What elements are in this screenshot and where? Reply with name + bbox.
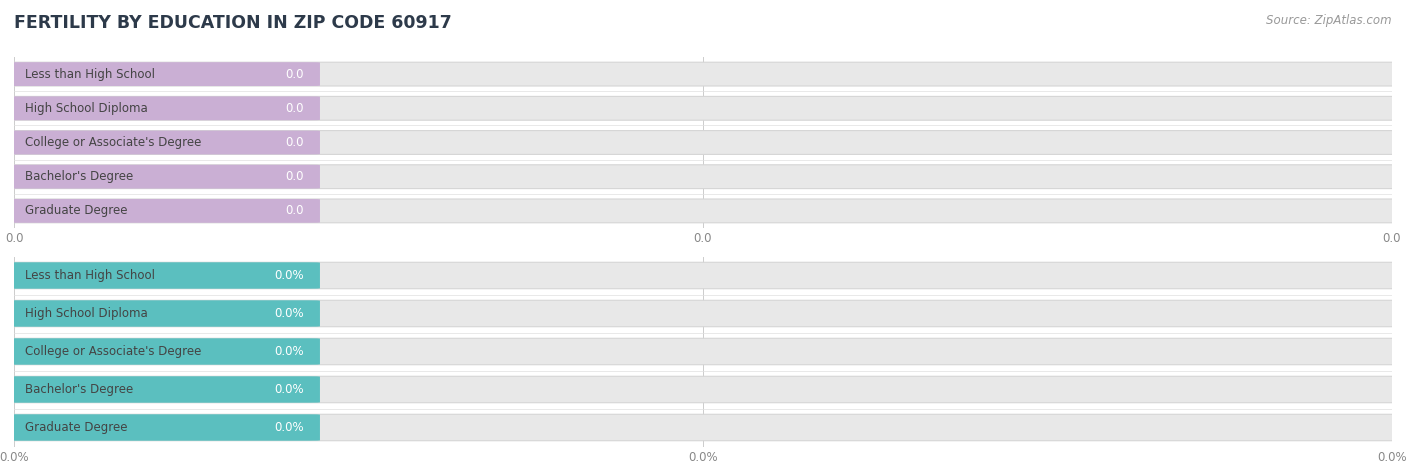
Text: Source: ZipAtlas.com: Source: ZipAtlas.com <box>1267 14 1392 27</box>
FancyBboxPatch shape <box>4 96 321 120</box>
FancyBboxPatch shape <box>4 414 321 441</box>
Text: 0.0%: 0.0% <box>274 383 304 396</box>
Text: College or Associate's Degree: College or Associate's Degree <box>25 345 201 358</box>
Text: High School Diploma: High School Diploma <box>25 307 148 320</box>
Text: 0.0%: 0.0% <box>274 345 304 358</box>
FancyBboxPatch shape <box>4 131 321 154</box>
Text: College or Associate's Degree: College or Associate's Degree <box>25 136 201 149</box>
FancyBboxPatch shape <box>4 62 1402 86</box>
Text: 0.0%: 0.0% <box>274 269 304 282</box>
Text: Graduate Degree: Graduate Degree <box>25 204 128 218</box>
Text: 0.0: 0.0 <box>285 204 304 218</box>
FancyBboxPatch shape <box>4 414 1402 441</box>
Text: Bachelor's Degree: Bachelor's Degree <box>25 170 134 183</box>
Text: 0.0: 0.0 <box>285 136 304 149</box>
FancyBboxPatch shape <box>4 338 321 365</box>
FancyBboxPatch shape <box>4 376 321 403</box>
FancyBboxPatch shape <box>4 376 1402 403</box>
FancyBboxPatch shape <box>4 262 1402 289</box>
FancyBboxPatch shape <box>4 131 1402 154</box>
FancyBboxPatch shape <box>4 338 1402 365</box>
FancyBboxPatch shape <box>4 300 1402 327</box>
FancyBboxPatch shape <box>4 300 321 327</box>
Text: 0.0: 0.0 <box>285 67 304 81</box>
Text: High School Diploma: High School Diploma <box>25 102 148 115</box>
Text: Less than High School: Less than High School <box>25 269 155 282</box>
FancyBboxPatch shape <box>4 62 321 86</box>
FancyBboxPatch shape <box>4 199 1402 223</box>
FancyBboxPatch shape <box>4 96 1402 120</box>
Text: Graduate Degree: Graduate Degree <box>25 421 128 434</box>
FancyBboxPatch shape <box>4 262 321 289</box>
Text: Less than High School: Less than High School <box>25 67 155 81</box>
FancyBboxPatch shape <box>4 165 321 189</box>
Text: 0.0%: 0.0% <box>274 307 304 320</box>
Text: 0.0: 0.0 <box>285 170 304 183</box>
Text: FERTILITY BY EDUCATION IN ZIP CODE 60917: FERTILITY BY EDUCATION IN ZIP CODE 60917 <box>14 14 451 32</box>
FancyBboxPatch shape <box>4 165 1402 189</box>
FancyBboxPatch shape <box>4 199 321 223</box>
Text: Bachelor's Degree: Bachelor's Degree <box>25 383 134 396</box>
Text: 0.0: 0.0 <box>285 102 304 115</box>
Text: 0.0%: 0.0% <box>274 421 304 434</box>
